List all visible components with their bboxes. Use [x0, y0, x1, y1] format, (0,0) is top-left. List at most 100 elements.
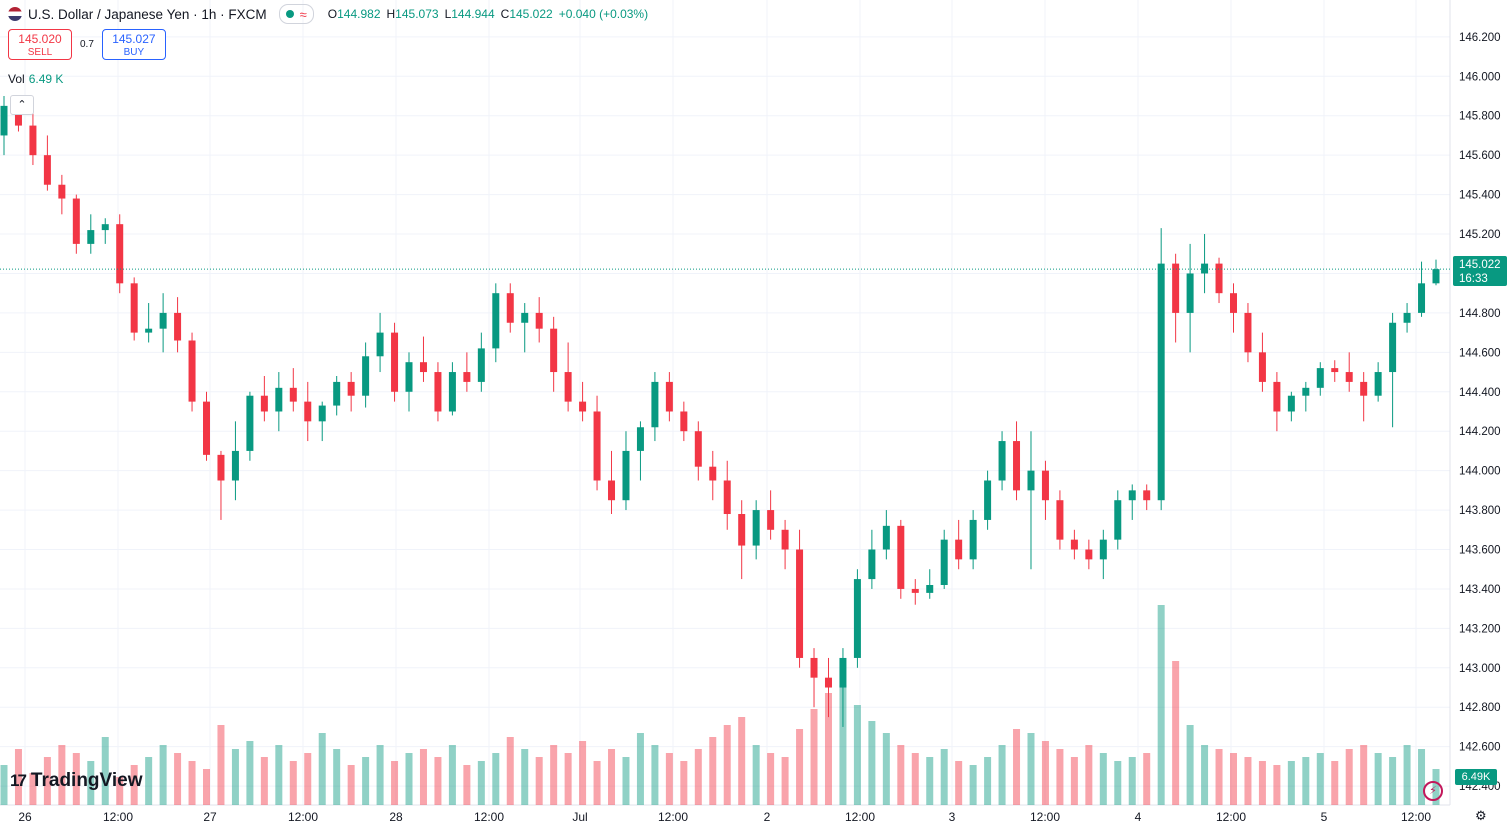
candle-body — [1418, 283, 1426, 313]
x-tick-label: 26 — [18, 810, 32, 824]
candle-body — [492, 293, 500, 349]
candle-body — [680, 411, 688, 432]
last-price-value: 145.022 — [1459, 259, 1501, 271]
sell-button[interactable]: 145.020 SELL — [8, 29, 72, 60]
y-tick-label: 145.200 — [1459, 229, 1501, 241]
volume-bar — [1302, 757, 1310, 805]
symbol-title[interactable]: U.S. Dollar / Japanese Yen · 1h · FXCM — [28, 6, 267, 22]
volume-bar — [0, 765, 8, 805]
candle-body — [1215, 263, 1223, 294]
x-tick-label: 12:00 — [288, 810, 318, 824]
candle-body — [796, 549, 804, 658]
y-tick-label: 142.800 — [1459, 702, 1501, 714]
candle-body — [1128, 490, 1136, 501]
tradingview-mark: 17 — [10, 771, 27, 790]
volume-bar — [275, 745, 283, 805]
market-status-pill[interactable]: ≈ — [278, 4, 314, 24]
candle-body — [101, 224, 109, 231]
y-tick-label: 143.400 — [1459, 584, 1501, 596]
volume-bar — [694, 749, 702, 805]
candle-body — [839, 657, 847, 688]
y-tick-label: 144.000 — [1459, 466, 1501, 478]
volume-tag: 6.49K — [1455, 769, 1497, 785]
candle-body — [810, 657, 818, 678]
volume-bar — [1172, 661, 1180, 805]
candle-body — [1360, 381, 1368, 396]
candle-body — [897, 525, 905, 589]
volume-bar — [1070, 757, 1078, 805]
volume-label: Vol — [8, 72, 25, 86]
y-tick-label: 146.000 — [1459, 71, 1501, 83]
x-tick-label: 3 — [949, 810, 956, 824]
buy-button[interactable]: 145.027 BUY — [101, 29, 166, 60]
volume-bar — [477, 761, 485, 805]
candle-body — [911, 588, 919, 593]
collapse-legend-button[interactable]: ⌃ — [10, 95, 34, 115]
candle-body — [1027, 470, 1035, 491]
volume-bar — [839, 685, 847, 805]
candle-body — [188, 340, 196, 402]
candle-body — [665, 381, 673, 412]
volume-bar — [101, 737, 109, 805]
volume-bar — [29, 773, 37, 805]
volume-bar — [203, 769, 211, 805]
buy-label: BUY — [123, 47, 145, 58]
candle-body — [984, 480, 992, 520]
candle-body — [781, 529, 789, 550]
candle-body — [1041, 470, 1049, 501]
y-tick-label: 144.800 — [1459, 308, 1501, 320]
volume-bar — [217, 725, 225, 805]
candle-body — [72, 198, 80, 244]
lightning-icon[interactable]: ⚡ — [1423, 781, 1443, 801]
candle-body — [448, 372, 456, 412]
volume-bar — [824, 693, 832, 805]
volume-bar — [1186, 725, 1194, 805]
candle-body — [174, 312, 182, 341]
chart-header: U.S. Dollar / Japanese Yen · 1h · FXCM ≈… — [8, 4, 648, 24]
settings-gear-icon[interactable]: ⚙ — [1475, 808, 1487, 823]
x-tick-label: 2 — [764, 810, 771, 824]
volume-bar — [564, 753, 572, 805]
candle-body — [622, 450, 630, 501]
volume-bar — [1013, 729, 1021, 805]
volume-bar — [969, 765, 977, 805]
volume-bar — [1244, 757, 1252, 805]
x-tick-label: 12:00 — [1216, 810, 1246, 824]
volume-bar — [72, 753, 80, 805]
volume-bar — [926, 757, 934, 805]
volume-bar — [955, 761, 963, 805]
candle-body — [347, 381, 355, 396]
x-tick-label: 5 — [1321, 810, 1328, 824]
candle-body — [1258, 352, 1266, 382]
volume-bar — [376, 745, 384, 805]
candle-body — [752, 510, 760, 546]
volume-bar — [58, 745, 66, 805]
volume-bar — [362, 757, 370, 805]
x-tick-label: 12:00 — [103, 810, 133, 824]
volume-bar — [1287, 761, 1295, 805]
x-tick-label: 27 — [203, 810, 217, 824]
last-price-tag: 145.022 16:33 — [1453, 256, 1507, 286]
candle-body — [289, 387, 297, 402]
y-tick-label: 146.200 — [1459, 32, 1501, 44]
candle-body — [564, 372, 572, 402]
volume-bar — [231, 749, 239, 805]
candle-body — [0, 105, 8, 136]
y-tick-label: 144.400 — [1459, 387, 1501, 399]
candle-body — [1229, 293, 1237, 313]
volume-bar — [1085, 745, 1093, 805]
y-tick-label: 143.800 — [1459, 505, 1501, 517]
volume-bar — [1403, 745, 1411, 805]
x-tick-label: 12:00 — [1030, 810, 1060, 824]
volume-bar — [781, 757, 789, 805]
candle-body — [58, 184, 66, 199]
volume-bar — [767, 753, 775, 805]
candle-body — [1070, 539, 1078, 550]
volume-bar — [318, 733, 326, 805]
volume-bar — [130, 765, 138, 805]
tradingview-logo[interactable]: 17 TradingView — [10, 770, 143, 792]
volume-bar — [680, 761, 688, 805]
candle-body — [1186, 273, 1194, 313]
volume-bar — [853, 705, 861, 805]
